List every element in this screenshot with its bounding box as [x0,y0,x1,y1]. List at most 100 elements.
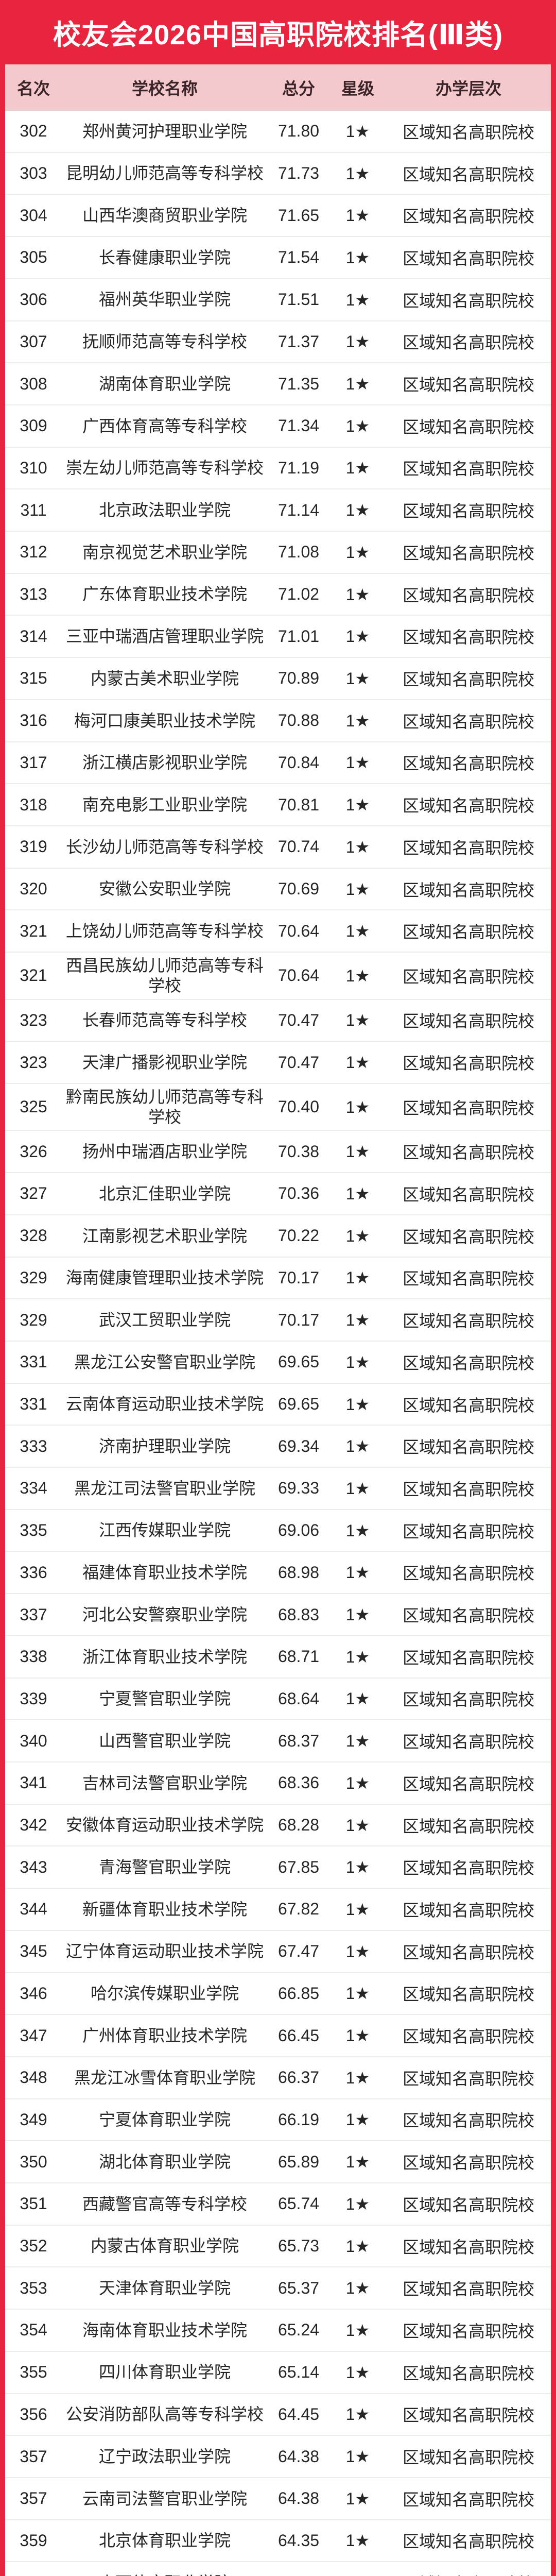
cell-score: 71.37 [277,332,320,351]
table-row: 349 宁夏体育职业学院 66.19 1★ 区域知名高职院校 [5,2099,551,2142]
table-row: 310 崇左幼儿师范高等专科学校 71.19 1★ 区域知名高职院校 [5,448,551,490]
table-row: 355 四川体育职业学院 65.14 1★ 区域知名高职院校 [5,2352,551,2394]
cell-star: 1★ [345,2363,370,2382]
table-row: 326 扬州中瑞酒店职业学院 70.38 1★ 区域知名高职院校 [5,1131,551,1174]
cell-rank: 305 [20,248,47,267]
cell-rank: 314 [20,626,47,646]
table-row: 337 河北公安警察职业学院 68.83 1★ 区域知名高职院校 [5,1594,551,1636]
table-row: 315 内蒙古美术职业学院 70.89 1★ 区域知名高职院校 [5,658,551,700]
cell-star: 1★ [345,1563,370,1582]
cell-level: 区域知名高职院校 [402,1564,534,1583]
table-row: 329 海南健康管理职业技术学院 70.17 1★ 区域知名高职院校 [5,1258,551,1300]
cell-score: 70.69 [277,879,320,898]
cell-score: 70.88 [277,711,320,730]
cell-score: 70.17 [277,1268,320,1287]
cell-name: 昆明幼儿师范高等专科学校 [65,164,264,183]
cell-rank: 311 [20,500,47,519]
cell-rank: 309 [20,416,47,435]
cell-rank: 329 [20,1268,47,1287]
cell-name: 河北公安警察职业学院 [82,1605,247,1624]
cell-level: 区域知名高职院校 [402,712,534,731]
cell-star: 1★ [345,459,370,478]
cell-star: 1★ [345,1689,370,1708]
cell-score: 68.28 [277,1816,320,1835]
cell-level: 区域知名高职院校 [402,1098,534,1117]
table-row: 340 山西警官职业学院 68.37 1★ 区域知名高职院校 [5,1720,551,1762]
cell-level: 区域知名高职院校 [402,1690,534,1709]
cell-name: 湖北体育职业学院 [98,2152,231,2171]
cell-score: 69.34 [277,1436,320,1455]
cell-name: 广州体育职业技术学院 [82,2026,247,2045]
cell-star: 1★ [345,2320,370,2340]
cell-star: 1★ [345,416,370,435]
table-row: 329 武汉工贸职业学院 70.17 1★ 区域知名高职院校 [5,1299,551,1342]
cell-level: 区域知名高职院校 [402,1143,534,1162]
cell-name: 广西体育高等专科学校 [82,416,247,435]
cell-rank: 323 [20,1053,47,1072]
cell-rank: 313 [20,585,47,604]
cell-level: 区域知名高职院校 [402,2364,534,2383]
cell-name: 黑龙江冰雪体育职业学院 [74,2068,255,2087]
cell-star: 1★ [345,1184,370,1203]
cell-name: 山西华澳商贸职业学院 [82,206,247,225]
cell-level: 区域知名高职院校 [402,1012,534,1031]
cell-score: 70.17 [277,1310,320,1329]
cell-star: 1★ [345,1011,370,1030]
cell-star: 1★ [345,1773,370,1792]
cell-name: 福州英华职业学院 [98,290,231,309]
cell-score: 65.37 [277,2278,320,2297]
cell-rank: 336 [20,1563,47,1582]
cell-level: 区域知名高职院校 [402,1227,534,1246]
cell-rank: 347 [20,2026,47,2045]
table-row: 309 广西体育高等专科学校 71.34 1★ 区域知名高职院校 [5,405,551,448]
cell-name: 黔南民族幼儿师范高等专科学校 [65,1088,264,1126]
cell-rank: 319 [20,837,47,856]
cell-score: 70.64 [277,921,320,940]
column-header-level: 办学层次 [435,79,501,98]
cell-rank: 331 [20,1352,47,1371]
cell-score: 71.01 [277,626,320,646]
table-row: 350 湖北体育职业学院 65.89 1★ 区域知名高职院校 [5,2141,551,2184]
cell-rank: 312 [20,543,47,562]
cell-name: 崇左幼儿师范高等专科学校 [65,459,264,478]
cell-star: 1★ [345,2405,370,2424]
table-row: 327 北京汇佳职业学院 70.36 1★ 区域知名高职院校 [5,1173,551,1215]
cell-score: 70.89 [277,669,320,688]
cell-rank: 341 [20,1773,47,1792]
cell-score: 68.98 [277,1563,320,1582]
table-row: 304 山西华澳商贸职业学院 71.65 1★ 区域知名高职院校 [5,195,551,238]
cell-name: 青海警官职业学院 [98,1858,231,1877]
cell-star: 1★ [345,1053,370,1072]
cell-rank: 357 [20,2489,47,2508]
table-row: 347 广州体育职业技术学院 66.45 1★ 区域知名高职院校 [5,2015,551,2057]
cell-level: 区域知名高职院校 [402,1353,534,1372]
cell-star: 1★ [345,1097,370,1116]
cell-rank: 327 [20,1184,47,1203]
cell-name: 西藏警官高等专科学校 [82,2194,247,2213]
cell-level: 区域知名高职院校 [402,1269,534,1289]
table-row: 351 西藏警官高等专科学校 65.74 1★ 区域知名高职院校 [5,2183,551,2226]
cell-level: 区域知名高职院校 [402,2111,534,2130]
column-header-score: 总分 [282,79,315,98]
table-row: 303 昆明幼儿师范高等专科学校 71.73 1★ 区域知名高职院校 [5,153,551,195]
cell-name: 山西体育职业学院 [62,2570,268,2576]
cell-level: 区域知名高职院校 [402,628,534,647]
cell-score: 64.38 [277,2489,320,2508]
cell-name: 南京视觉艺术职业学院 [82,543,247,562]
cell-score: 70.38 [277,1142,320,1161]
cell-rank: 303 [20,164,47,183]
table-row: 357 辽宁政法职业学院 64.38 1★ 区域知名高职院校 [5,2436,551,2478]
cell-star: 1★ [345,1984,370,2003]
cell-score: 68.64 [277,1689,320,1708]
cell-score: 70.22 [277,1226,320,1245]
cell-rank: 339 [20,1689,47,1708]
cell-name: 济南护理职业学院 [98,1437,231,1456]
cell-name: 北京汇佳职业学院 [98,1184,231,1203]
cell-name: 武汉工贸职业学院 [98,1310,231,1329]
cell-score: 64.38 [277,2447,320,2466]
cell-score: 70.36 [277,1184,320,1203]
cell-name: 浙江体育职业技术学院 [82,1647,247,1666]
cell-rank: 315 [20,669,47,688]
cell-level: 区域知名高职院校 [402,2280,534,2299]
table-row: 338 浙江体育职业技术学院 68.71 1★ 区域知名高职院校 [5,1636,551,1679]
